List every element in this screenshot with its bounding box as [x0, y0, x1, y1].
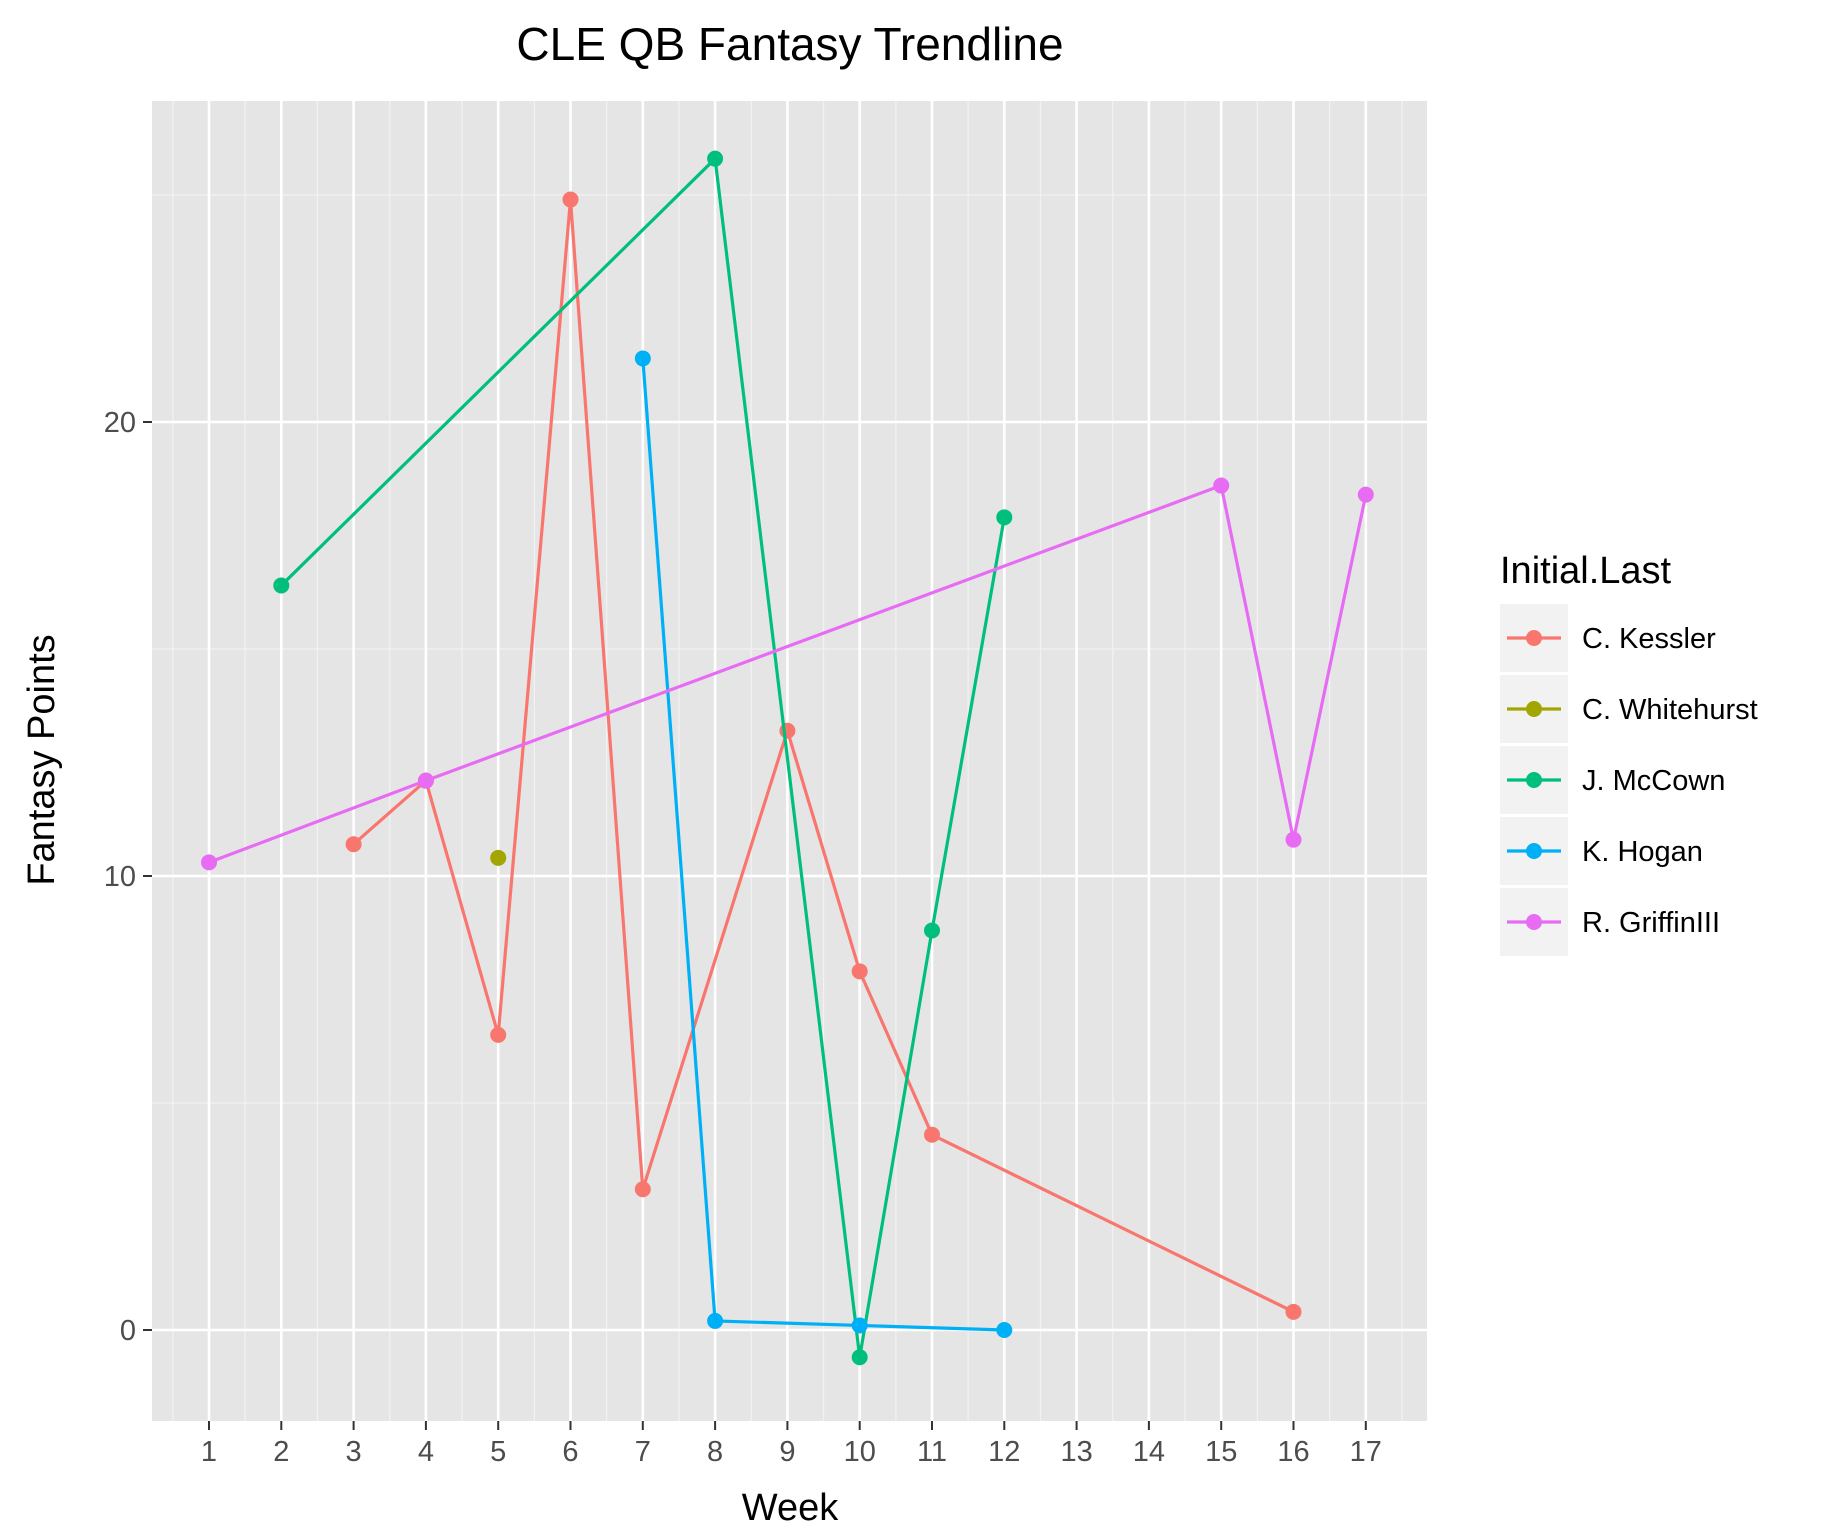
x-tick-label: 15 — [1205, 1436, 1237, 1468]
data-point — [996, 1322, 1013, 1338]
data-point — [634, 350, 651, 367]
legend-item: C. Whitehurst — [1500, 675, 1758, 743]
data-point — [201, 854, 217, 871]
legend-label: R. GriffinIII — [1582, 907, 1720, 939]
x-tick-label: 12 — [988, 1436, 1020, 1468]
x-tick-label: 7 — [635, 1436, 651, 1468]
x-tick-label: 2 — [273, 1436, 289, 1468]
series-layer — [201, 150, 1374, 1366]
x-tick-label: 8 — [707, 1436, 723, 1468]
x-tick-label: 10 — [844, 1436, 876, 1468]
legend-label: C. Kessler — [1582, 623, 1716, 655]
x-tick-label: 14 — [1133, 1436, 1165, 1468]
series-r-griffiniii — [201, 477, 1374, 871]
legend-key-point — [1526, 843, 1542, 859]
legend-label: C. Whitehurst — [1582, 694, 1758, 726]
data-point — [417, 772, 434, 789]
data-point — [924, 922, 940, 939]
data-point — [707, 150, 724, 167]
data-point — [562, 191, 579, 208]
x-tick-label: 13 — [1060, 1436, 1092, 1468]
data-point — [924, 1126, 940, 1143]
data-point — [490, 849, 507, 866]
x-tick-label: 3 — [346, 1436, 362, 1468]
series-c-whitehurst — [490, 849, 507, 866]
data-point — [634, 1181, 651, 1198]
x-tick-label: 17 — [1350, 1436, 1382, 1468]
legend-item: R. GriffinIII — [1500, 888, 1720, 956]
legend-item: K. Hogan — [1500, 817, 1703, 885]
x-axis-title: Week — [742, 1487, 839, 1529]
series-j-mccown — [273, 150, 1013, 1366]
legend-item: J. McCown — [1500, 746, 1725, 814]
series-k-hogan — [634, 350, 1013, 1338]
legend-key-point — [1526, 630, 1542, 646]
x-tick-label: 5 — [490, 1436, 506, 1468]
x-tick-label: 1 — [201, 1436, 217, 1468]
x-tick-label: 11 — [917, 1436, 947, 1468]
data-point — [851, 1349, 868, 1366]
data-point — [779, 722, 796, 739]
legend-item: C. Kessler — [1500, 604, 1716, 672]
legend: Initial.Last C. Kessler C. Whitehurst J. M… — [1500, 550, 1758, 956]
legend-key-point — [1526, 772, 1542, 788]
data-point — [1285, 831, 1302, 848]
grid-lines — [152, 101, 1427, 1421]
x-tick-label: 6 — [562, 1436, 578, 1468]
legend-label: K. Hogan — [1582, 836, 1703, 868]
data-point — [996, 509, 1013, 526]
chart-title: CLE QB Fantasy Trendline — [516, 18, 1063, 70]
data-point — [1213, 477, 1230, 494]
x-tick-label: 9 — [779, 1436, 795, 1468]
plot-panel — [152, 101, 1427, 1421]
data-point — [851, 1317, 868, 1334]
x-tick-label: 4 — [418, 1436, 434, 1468]
data-point — [490, 1026, 507, 1043]
y-tick-label: 20 — [104, 407, 136, 439]
legend-title: Initial.Last — [1500, 550, 1672, 592]
data-point — [851, 963, 868, 980]
data-point — [1285, 1303, 1302, 1320]
legend-key-point — [1526, 701, 1542, 717]
y-tick-label: 10 — [104, 861, 136, 893]
x-tick-label: 16 — [1277, 1436, 1309, 1468]
legend-key-point — [1526, 914, 1542, 930]
data-point — [273, 577, 290, 594]
y-tick-label: 0 — [120, 1315, 136, 1347]
data-point — [1357, 486, 1374, 503]
legend-label: J. McCown — [1582, 765, 1725, 797]
data-point — [707, 1312, 724, 1329]
data-point — [345, 836, 362, 853]
y-axis-title: Fantasy Points — [21, 634, 63, 885]
series-line — [641, 358, 1005, 1332]
